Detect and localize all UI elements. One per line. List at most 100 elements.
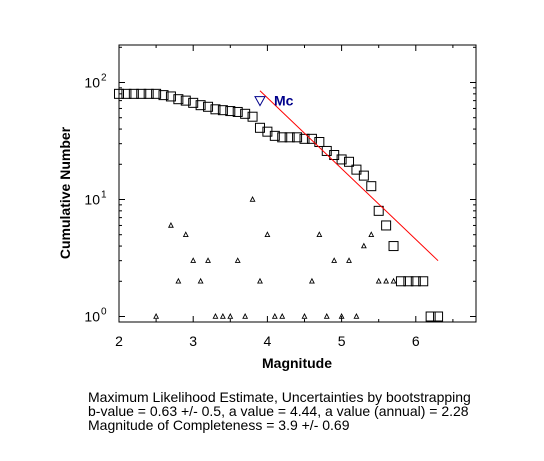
square-point: [314, 137, 325, 148]
triangle-point: [182, 231, 189, 237]
axes-frame: [118, 44, 477, 323]
square-point: [373, 205, 384, 216]
square-point: [136, 88, 147, 99]
square-point: [254, 122, 265, 133]
triangle-point: [190, 257, 197, 263]
triangle-point: [375, 277, 382, 284]
triangle-point: [301, 313, 308, 319]
y-tick-label: 10: [84, 75, 100, 91]
square-point: [410, 276, 421, 287]
square-point: [395, 276, 406, 287]
square-point: [165, 91, 176, 102]
triangle-point: [197, 277, 204, 284]
square-point: [284, 132, 295, 143]
square-point: [188, 97, 199, 108]
triangle-point: [338, 313, 345, 319]
square-point: [299, 133, 310, 144]
x-tick-label: 5: [338, 333, 346, 349]
square-point: [151, 88, 162, 99]
square-point: [158, 90, 169, 101]
triangle-point: [308, 277, 315, 284]
square-point: [217, 105, 228, 116]
square-point: [277, 132, 288, 143]
y-tick-label: 10: [84, 192, 100, 208]
triangle-point: [168, 221, 174, 228]
square-point: [433, 311, 444, 322]
square-point: [336, 154, 347, 165]
triangle-point: [249, 196, 256, 202]
mc-triangle-marker: [254, 96, 266, 107]
square-point: [344, 156, 355, 167]
y-tick-label-exponent: 0: [101, 307, 107, 318]
square-point: [381, 220, 392, 231]
square-point: [247, 111, 258, 122]
square-point: [121, 88, 132, 99]
mc-label: Mc: [274, 93, 294, 109]
triangle-point: [264, 231, 271, 237]
square-point: [425, 311, 436, 322]
fit-line-group: [259, 90, 439, 262]
x-axis-title: Magnitude: [262, 355, 332, 371]
triangle-point: [279, 313, 286, 319]
triangle-point: [368, 231, 375, 237]
triangle-point: [242, 313, 249, 319]
triangle-point: [331, 257, 338, 263]
triangle-point: [360, 242, 367, 249]
square-point: [269, 130, 280, 141]
cumulative-number-series: [114, 88, 444, 322]
square-point: [225, 106, 236, 117]
triangle-point: [257, 277, 263, 284]
x-tick-labels: 2 3 4 5 6: [115, 333, 420, 349]
triangle-point: [383, 277, 390, 284]
square-point: [180, 95, 191, 106]
square-point: [306, 133, 317, 144]
triangle-point: [323, 313, 330, 319]
square-point: [210, 104, 221, 115]
square-point: [232, 106, 243, 117]
square-point: [366, 181, 377, 192]
ticks: [118, 45, 476, 322]
triangle-point: [346, 257, 352, 263]
square-point: [403, 276, 414, 287]
y-tick-label-exponent: 2: [101, 73, 107, 84]
caption-line-3: Magnitude of Completeness = 3.9 +/- 0.69: [88, 417, 350, 433]
square-point: [358, 170, 369, 181]
triangle-point: [227, 313, 234, 319]
y-tick-label: 10: [84, 309, 100, 325]
square-point: [351, 164, 362, 175]
square-point: [240, 108, 251, 119]
triangle-point: [353, 313, 360, 319]
square-point: [143, 88, 154, 99]
square-point: [173, 94, 184, 105]
triangle-point: [212, 313, 219, 319]
mc-group: Mc: [254, 93, 294, 109]
x-tick-label: 6: [412, 333, 420, 349]
triangle-point: [390, 277, 397, 284]
triangle-point: [219, 313, 226, 319]
square-point: [114, 88, 124, 99]
square-point: [203, 101, 214, 112]
fit-line: [259, 90, 439, 262]
triangle-point: [271, 313, 278, 319]
triangle-point: [205, 257, 211, 263]
x-tick-label: 3: [189, 333, 197, 349]
triangle-point: [316, 231, 323, 237]
y-tick-label-exponent: 1: [101, 190, 107, 201]
x-tick-label: 4: [264, 333, 272, 349]
triangle-point: [153, 313, 160, 319]
square-point: [128, 88, 139, 99]
noncumulative-number-series: [153, 196, 397, 319]
triangle-point: [234, 257, 241, 263]
caption-line-2: b-value = 0.63 +/- 0.5, a value = 4.44, …: [88, 403, 469, 419]
square-point: [195, 100, 206, 111]
y-axis-title: Cumulative Number: [57, 126, 73, 259]
square-point: [418, 276, 429, 287]
square-point: [388, 241, 399, 252]
triangle-point: [175, 277, 182, 284]
square-point: [292, 132, 303, 143]
x-tick-label: 2: [115, 333, 123, 349]
caption-line-1: Maximum Likelihood Estimate, Uncertainti…: [88, 389, 471, 405]
